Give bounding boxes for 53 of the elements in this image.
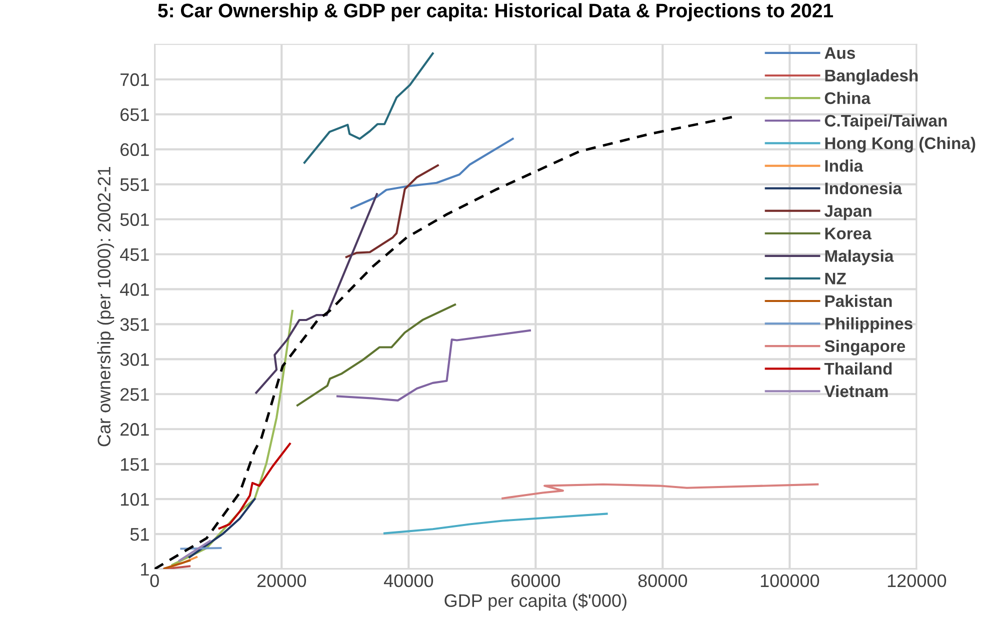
- y-tick-label: 351: [120, 318, 149, 331]
- line-series: [296, 304, 456, 406]
- y-axis-title: Car ownership (per 1000): 2002-21: [97, 167, 114, 446]
- y-tick-label: 551: [120, 178, 149, 192]
- y-tick-label: 201: [120, 423, 149, 436]
- legend-label: Singapore: [824, 340, 906, 356]
- chart-title: 5: Car Ownership & GDP per capita: Historical Data & Projections to 2021: [158, 3, 834, 22]
- y-tick-label: 51: [130, 528, 149, 541]
- y-tick-label: 501: [120, 213, 149, 226]
- legend-label: C.Taipei/Taiwan: [824, 114, 947, 130]
- y-tick-label: 701: [120, 73, 149, 86]
- y-tick-label: 401: [120, 283, 149, 296]
- line-series: [255, 193, 378, 394]
- legend-label: Pakistan: [825, 294, 892, 307]
- line-series: [336, 329, 531, 402]
- line-series: [345, 164, 439, 258]
- y-tick-label: 301: [120, 353, 149, 366]
- legend-label: Korea: [825, 228, 872, 240]
- legend-label: Indonesia: [825, 182, 902, 194]
- line-series: [502, 483, 819, 500]
- y-tick-label: 651: [120, 108, 149, 122]
- y-tick-label: 601: [120, 143, 149, 156]
- x-tick-label: 0: [150, 574, 159, 588]
- legend-label: NZ: [825, 272, 846, 284]
- x-tick-label: 20000: [257, 574, 306, 588]
- line-series: [303, 52, 434, 164]
- line-series: [383, 512, 608, 534]
- legend-label: India: [825, 160, 864, 172]
- y-tick-label: 451: [120, 248, 149, 261]
- legend-label: Thailand: [824, 362, 892, 375]
- line-series: [350, 138, 514, 210]
- y-tick-label: 251: [120, 388, 149, 401]
- x-tick-label: 100000: [760, 574, 820, 588]
- legend-label: Japan: [824, 205, 872, 220]
- y-tick-label: 101: [120, 493, 149, 506]
- line-series: [171, 310, 294, 566]
- line-series: [154, 116, 734, 570]
- x-tick-label: 120000: [888, 574, 946, 588]
- x-axis-title: GDP per capita ($'000): [444, 593, 626, 611]
- y-tick-label: 1: [141, 563, 149, 576]
- line-series: [218, 442, 291, 530]
- x-tick-label: 40000: [384, 574, 434, 588]
- legend-label: Aus: [824, 47, 855, 59]
- y-tick-label: 151: [120, 458, 149, 471]
- legend-label: Vietnam: [824, 384, 888, 398]
- legend-label: Bangladesh: [825, 69, 918, 85]
- x-tick-label: 60000: [511, 574, 560, 588]
- legend-label: Hong Kong (China): [825, 136, 976, 153]
- x-tick-label: 80000: [638, 574, 688, 588]
- legend-label: China: [824, 92, 871, 104]
- line-series: [188, 498, 256, 558]
- legend-label: Philippines: [825, 317, 912, 333]
- legend-label: Malaysia: [825, 250, 894, 266]
